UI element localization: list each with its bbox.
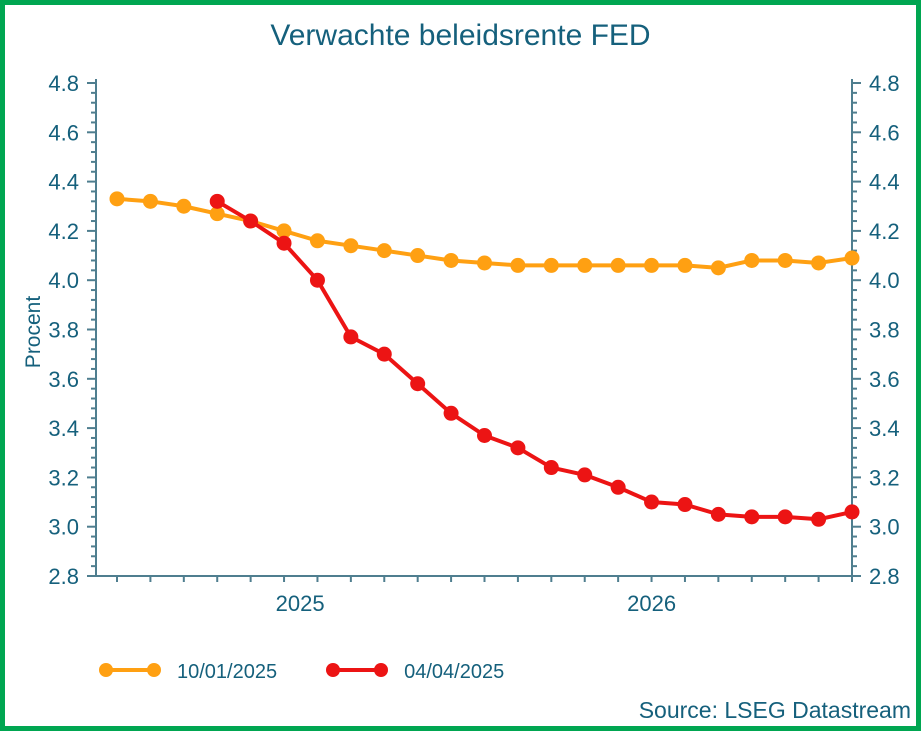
data-point <box>644 494 660 510</box>
data-point <box>309 233 325 249</box>
y-tick-label-left: 3.2 <box>48 465 79 490</box>
data-point <box>176 198 192 214</box>
chart-title: Verwachte beleidsrente FED <box>270 19 651 52</box>
y-tick-label-left: 4.0 <box>48 268 79 293</box>
y-tick-label-right: 3.8 <box>869 318 900 343</box>
data-point <box>376 346 392 362</box>
x-year-label: 2025 <box>276 591 325 616</box>
data-point <box>677 257 693 273</box>
y-tick-label-left: 4.8 <box>48 71 79 96</box>
data-point <box>510 257 526 273</box>
data-point <box>410 376 426 392</box>
series-04/04/2025 <box>209 193 860 527</box>
data-point <box>477 427 492 443</box>
legend-label: 10/01/2025 <box>177 661 278 683</box>
data-point <box>811 511 827 527</box>
y-axis-title: Procent <box>22 296 45 369</box>
legend-label: 04/04/2025 <box>404 661 505 683</box>
data-point <box>309 272 325 288</box>
data-point <box>844 504 860 520</box>
y-tick-label-right: 4.4 <box>869 170 900 195</box>
data-point <box>276 223 292 239</box>
axes <box>87 79 861 582</box>
data-point <box>610 257 626 273</box>
data-point <box>811 255 827 271</box>
y-tick-label-left: 2.8 <box>48 564 79 589</box>
data-point <box>209 206 225 222</box>
y-tick-label-right: 4.8 <box>869 71 900 96</box>
data-point <box>343 238 359 254</box>
data-point <box>410 248 426 264</box>
y-tick-label-right: 3.4 <box>869 416 900 441</box>
data-point <box>677 497 693 513</box>
source-credit: Source: LSEG Datastream <box>638 697 911 723</box>
y-tick-label-left: 4.4 <box>48 170 79 195</box>
data-point <box>543 257 559 273</box>
y-tick-label-right: 3.6 <box>869 367 900 392</box>
x-axis-year-labels: 2025 2026 <box>276 591 676 616</box>
data-point <box>577 467 593 483</box>
y-tick-label-right: 3.0 <box>869 515 900 540</box>
y-tick-label-left: 3.8 <box>48 318 79 343</box>
data-point <box>644 257 660 273</box>
data-point <box>343 329 359 345</box>
data-point <box>744 509 760 525</box>
y-tick-label-left: 4.2 <box>48 219 79 244</box>
chart-legend: 10/01/2025 04/04/2025 <box>96 660 504 685</box>
data-point <box>209 193 225 209</box>
data-point <box>710 260 726 276</box>
legend-item-orange-series: 10/01/2025 <box>96 660 277 685</box>
y-tick-label-left: 4.6 <box>48 120 79 145</box>
x-year-label: 2026 <box>627 591 676 616</box>
data-point <box>142 193 158 209</box>
data-point <box>443 252 459 268</box>
data-point <box>777 252 793 268</box>
data-point <box>276 235 292 251</box>
y-tick-label-right: 4.0 <box>869 268 900 293</box>
y-tick-label-right: 2.8 <box>869 564 900 589</box>
data-point <box>477 255 492 271</box>
y-tick-label-left: 3.4 <box>48 416 79 441</box>
y-axis-tick-labels: 2.8 2.8 3.0 3.0 3.2 3.2 3.4 3.4 3.6 3.6 3.8 3.8 4.0 4… <box>48 71 899 589</box>
y-tick-label-right: 4.6 <box>869 120 900 145</box>
data-point <box>543 460 559 476</box>
y-tick-label-right: 3.2 <box>869 465 900 490</box>
orange-line-marker-icon <box>96 660 164 685</box>
data-point <box>443 405 459 421</box>
data-point <box>777 509 793 525</box>
data-point <box>710 506 726 522</box>
data-point <box>376 243 392 259</box>
data-point <box>844 250 860 266</box>
red-line-marker-icon <box>323 660 391 685</box>
data-point <box>243 213 259 229</box>
y-tick-label-left: 3.0 <box>48 515 79 540</box>
y-tick-label-right: 4.2 <box>869 219 900 244</box>
data-point <box>510 440 526 456</box>
data-point <box>610 479 626 495</box>
data-point <box>577 257 593 273</box>
data-point <box>109 191 125 207</box>
data-point <box>744 252 760 268</box>
y-tick-label-left: 3.6 <box>48 367 79 392</box>
series-line <box>216 199 853 522</box>
legend-item-red-series: 04/04/2025 <box>323 660 504 685</box>
